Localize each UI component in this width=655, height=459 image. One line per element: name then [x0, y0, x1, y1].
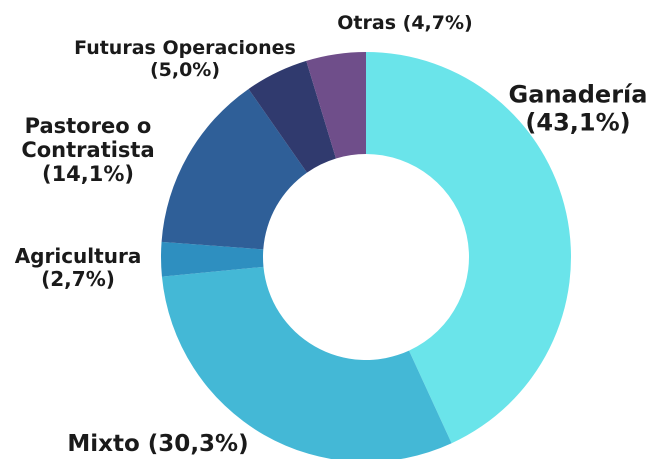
slice-label: Ganadería (43,1%)	[509, 81, 648, 136]
value-label: (43,1%)	[525, 108, 631, 136]
value-label: (30,3%)	[147, 430, 249, 457]
category-label: Futuras Operaciones	[74, 37, 296, 60]
category-label: Mixto	[67, 430, 140, 457]
value-label: (14,1%)	[41, 162, 135, 187]
donut-slice	[248, 60, 336, 173]
donut-slice	[161, 266, 452, 459]
category-label: Agricultura	[14, 244, 142, 268]
slice-label: Mixto (30,3%)	[67, 431, 248, 457]
slice-label: Pastoreo o Contratista (14,1%)	[13, 114, 163, 186]
value-label: (2,7%)	[41, 267, 115, 291]
slice-label: Otras (4,7%)	[337, 12, 473, 35]
category-label: Ganadería	[508, 80, 648, 109]
slice-label: Futuras Operaciones (5,0%)	[74, 37, 296, 82]
slice-label: Agricultura (2,7%)	[15, 245, 142, 291]
donut-slice	[366, 52, 571, 444]
donut-slice	[306, 52, 366, 159]
donut-slice	[161, 241, 264, 277]
value-label: (5,0%)	[149, 59, 221, 81]
value-label: (4,7%)	[402, 12, 473, 35]
donut-slice	[161, 88, 307, 250]
category-label: Pastoreo o Contratista	[21, 113, 155, 162]
category-label: Otras	[337, 12, 397, 35]
